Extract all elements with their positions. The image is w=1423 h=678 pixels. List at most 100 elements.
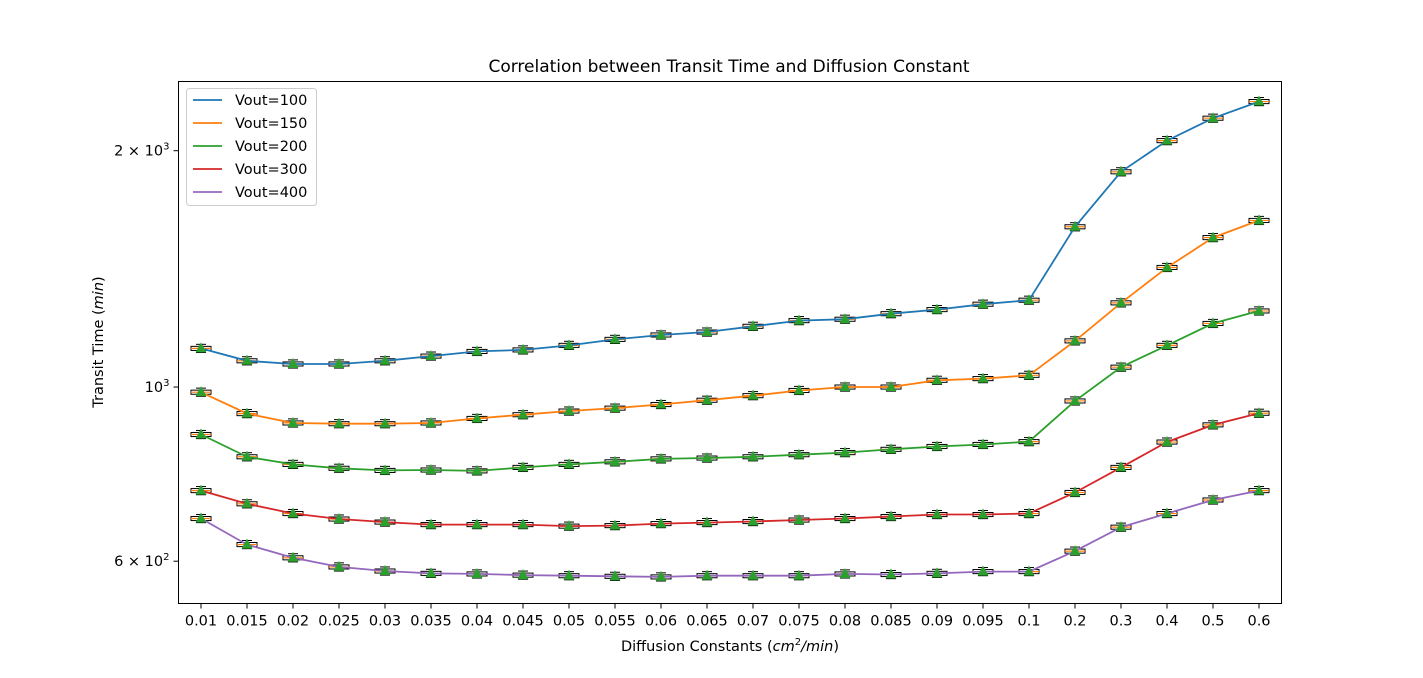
mean-marker bbox=[1023, 369, 1035, 380]
mean-marker bbox=[931, 508, 943, 519]
mean-marker bbox=[471, 464, 483, 475]
mean-marker bbox=[793, 384, 805, 395]
mean-marker bbox=[1115, 361, 1127, 372]
mean-marker bbox=[839, 567, 851, 578]
legend-label: Vout=400 bbox=[235, 185, 307, 201]
mean-marker bbox=[1069, 545, 1081, 556]
mean-marker bbox=[333, 462, 345, 473]
mean-marker bbox=[195, 342, 207, 353]
mean-marker bbox=[1069, 486, 1081, 497]
mean-marker bbox=[1115, 521, 1127, 532]
x-tick-label: 0.6 bbox=[1247, 614, 1270, 630]
x-tick-label: 0.5 bbox=[1201, 614, 1224, 630]
x-tick-label: 0.045 bbox=[502, 614, 544, 630]
mean-marker bbox=[701, 394, 713, 405]
mean-marker bbox=[425, 350, 437, 361]
series-line bbox=[200, 489, 1260, 578]
mean-marker bbox=[241, 497, 253, 508]
mean-marker bbox=[1253, 214, 1265, 225]
y-tick-label: 6 × 102 bbox=[114, 552, 169, 570]
mean-marker bbox=[517, 569, 529, 580]
x-tick-label: 0.075 bbox=[778, 614, 820, 630]
mean-marker bbox=[701, 326, 713, 337]
mean-marker bbox=[793, 314, 805, 325]
mean-marker bbox=[1253, 304, 1265, 315]
mean-marker bbox=[793, 569, 805, 580]
legend-label: Vout=100 bbox=[235, 93, 307, 109]
mean-marker bbox=[333, 560, 345, 571]
mean-marker bbox=[1161, 436, 1173, 447]
x-tick-label: 0.015 bbox=[226, 614, 268, 630]
mean-marker bbox=[195, 512, 207, 523]
mean-marker bbox=[747, 515, 759, 526]
chart-title: Correlation between Transit Time and Dif… bbox=[488, 57, 969, 77]
mean-marker bbox=[195, 484, 207, 495]
mean-marker bbox=[609, 333, 621, 344]
mean-marker bbox=[517, 343, 529, 354]
x-tick-label: 0.085 bbox=[870, 614, 912, 630]
mean-marker bbox=[241, 407, 253, 418]
series-Vout=100 bbox=[190, 95, 1270, 369]
x-tick-label: 0.1 bbox=[1017, 614, 1040, 630]
mean-marker bbox=[1023, 294, 1035, 305]
mean-marker bbox=[379, 417, 391, 428]
mean-marker bbox=[287, 357, 299, 368]
mean-marker bbox=[379, 464, 391, 475]
x-tick-label: 0.08 bbox=[829, 614, 861, 630]
mean-marker bbox=[931, 374, 943, 385]
mean-marker bbox=[977, 298, 989, 309]
mean-marker bbox=[885, 568, 897, 579]
mean-marker bbox=[701, 516, 713, 527]
mean-marker bbox=[1207, 231, 1219, 242]
mean-marker bbox=[931, 567, 943, 578]
mean-marker bbox=[287, 507, 299, 518]
mean-marker bbox=[885, 443, 897, 454]
series-Vout=300 bbox=[190, 407, 1270, 531]
mean-marker bbox=[563, 520, 575, 531]
mean-marker bbox=[1207, 493, 1219, 504]
mean-marker bbox=[977, 508, 989, 519]
x-axis: 0.01 0.015 0.02 0.025 0.03 0.035 0.04 0.045 0.05… bbox=[185, 603, 1271, 630]
mean-marker bbox=[333, 417, 345, 428]
x-tick-label: 0.3 bbox=[1109, 614, 1132, 630]
x-tick-label: 0.07 bbox=[737, 614, 769, 630]
x-tick-label: 0.035 bbox=[410, 614, 452, 630]
mean-marker bbox=[517, 518, 529, 529]
mean-marker bbox=[931, 440, 943, 451]
mean-marker bbox=[793, 448, 805, 459]
mean-marker bbox=[425, 518, 437, 529]
mean-marker bbox=[655, 452, 667, 463]
x-tick-label: 0.2 bbox=[1063, 614, 1086, 630]
mean-marker bbox=[1253, 407, 1265, 418]
mean-marker bbox=[471, 345, 483, 356]
mean-marker bbox=[425, 567, 437, 578]
mean-marker bbox=[701, 569, 713, 580]
mean-marker bbox=[333, 513, 345, 524]
plot-frame bbox=[178, 81, 1282, 604]
mean-marker bbox=[1115, 461, 1127, 472]
mean-marker bbox=[1023, 565, 1035, 576]
x-tick-label: 0.4 bbox=[1155, 614, 1178, 630]
mean-marker bbox=[1207, 418, 1219, 429]
x-tick-label: 0.01 bbox=[185, 614, 217, 630]
mean-marker bbox=[885, 307, 897, 318]
mean-marker bbox=[471, 518, 483, 529]
y-tick-label: 103 bbox=[145, 378, 170, 396]
y-axis-label: Transit Time (min) bbox=[91, 276, 107, 408]
mean-marker bbox=[379, 565, 391, 576]
mean-marker bbox=[977, 438, 989, 449]
mean-marker bbox=[839, 381, 851, 392]
legend-box bbox=[186, 88, 317, 206]
mean-marker bbox=[747, 569, 759, 580]
series-line bbox=[200, 219, 1260, 425]
x-tick-label: 0.02 bbox=[277, 614, 309, 630]
mean-marker bbox=[839, 313, 851, 324]
plot-area bbox=[190, 95, 1270, 582]
mean-marker bbox=[1161, 339, 1173, 350]
mean-marker bbox=[517, 461, 529, 472]
mean-marker bbox=[1253, 484, 1265, 495]
mean-marker bbox=[609, 455, 621, 466]
x-tick-label: 0.04 bbox=[461, 614, 493, 630]
mean-marker bbox=[241, 354, 253, 365]
